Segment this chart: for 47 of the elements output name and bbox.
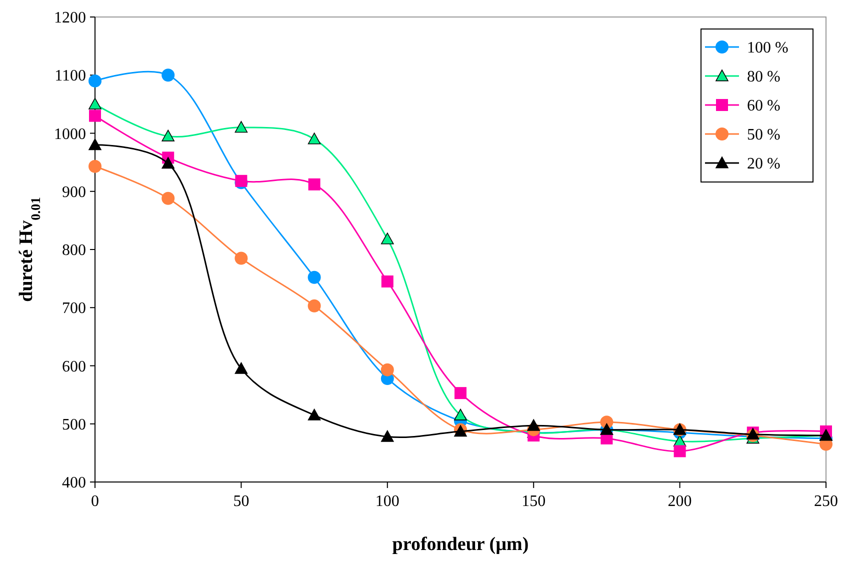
point — [162, 192, 175, 205]
point — [234, 362, 248, 374]
legend-label: 20 % — [747, 156, 780, 173]
y-tick-label: 900 — [62, 184, 86, 201]
x-tick-label: 50 — [233, 493, 250, 510]
point — [454, 408, 467, 420]
point — [88, 74, 102, 88]
y-tick-label: 800 — [62, 242, 86, 260]
point — [308, 132, 321, 144]
point — [234, 252, 248, 265]
point — [88, 160, 102, 173]
legend-label: 100 % — [747, 40, 788, 57]
point — [674, 445, 686, 458]
point — [454, 387, 466, 400]
x-tick-label: 100 — [375, 493, 400, 510]
point — [308, 299, 321, 312]
x-tick-label: 200 — [668, 493, 692, 510]
y-tick-label: 400 — [62, 474, 86, 492]
point — [308, 408, 321, 420]
point — [381, 430, 394, 442]
y-tick-label: 1000 — [54, 126, 86, 143]
point — [308, 270, 321, 284]
y-tick-label: 1200 — [54, 10, 86, 27]
y-tick-label: 600 — [62, 358, 86, 376]
point — [88, 138, 102, 150]
point — [89, 110, 101, 122]
point — [308, 178, 320, 190]
point — [162, 157, 174, 169]
legend-label: 50 % — [747, 126, 780, 144]
point — [527, 419, 540, 431]
x-tick-label: 150 — [522, 493, 546, 510]
y-tick-label: 1100 — [54, 68, 86, 85]
x-axis-title: profondeur (µm) — [392, 534, 529, 555]
point — [381, 232, 394, 244]
x-tick-label: 0 — [91, 493, 99, 510]
y-tick-label: 700 — [62, 300, 86, 318]
point — [162, 130, 174, 142]
point — [381, 275, 394, 288]
point — [380, 363, 394, 376]
point — [162, 68, 175, 82]
legend-label: 60 % — [747, 98, 780, 115]
point — [88, 98, 102, 110]
point — [235, 174, 248, 187]
point — [234, 121, 248, 133]
legend-label: 80 % — [747, 68, 780, 86]
x-tick-label: 250 — [814, 493, 838, 510]
y-tick-label: 500 — [62, 416, 86, 434]
